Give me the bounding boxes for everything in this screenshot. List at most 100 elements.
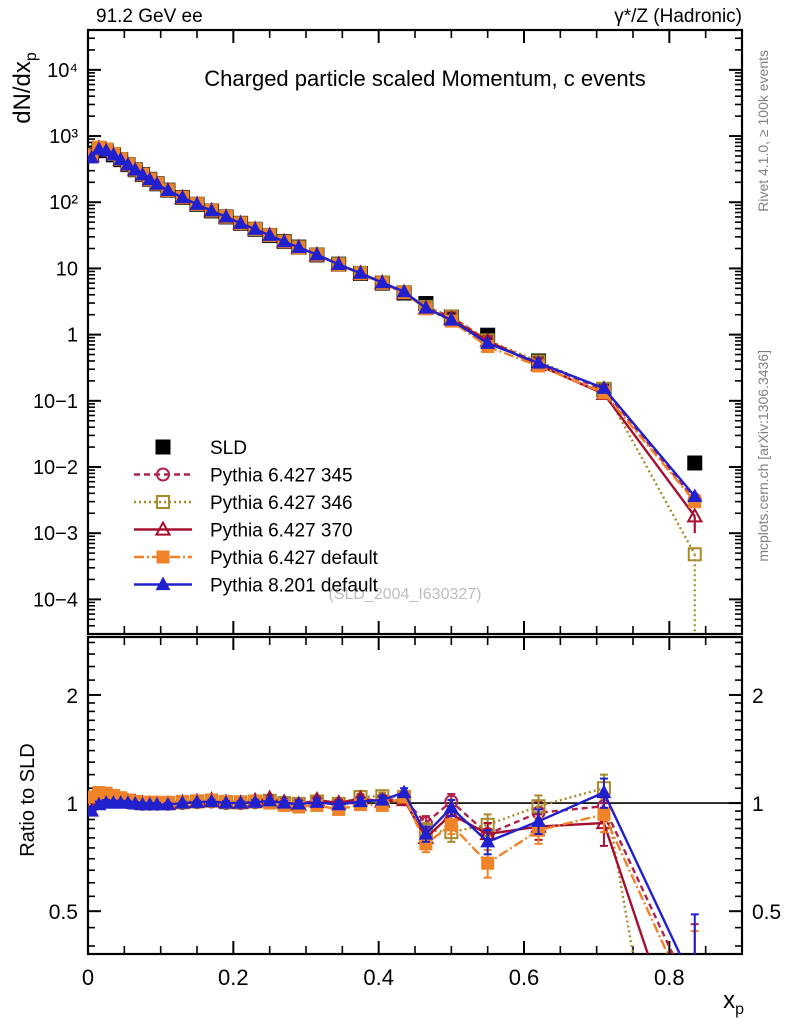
marker-filled-triangle [374, 792, 390, 806]
marker-filled-triangle [688, 979, 701, 991]
rivet-version-label: Rivet 4.1.0, ≥ 100k events [755, 50, 771, 212]
main-series-layer [88, 139, 704, 562]
header-right-label: γ*/Z (Hadronic) [614, 6, 742, 27]
marker-filled-triangle [142, 171, 158, 186]
main-plot-frame [86, 28, 744, 636]
marker-filled-triangle [309, 794, 325, 808]
marker-open-square [156, 495, 170, 509]
marker-filled-triangle [105, 146, 121, 161]
legend: SLD Pythia 6.427 345 Pythia 6.427 346 Pythi… [134, 438, 379, 597]
marker-filled-triangle [233, 795, 249, 809]
y-tick-label: 10−2 [33, 457, 78, 479]
y-tick-label: 1 [67, 325, 78, 347]
x-tick-label: 0 [82, 965, 94, 990]
ratio-y-tick-label: 0.5 [49, 901, 78, 924]
x-axis-title: xp [723, 987, 744, 1018]
ratio-y-tick-label: 1 [66, 793, 78, 816]
legend-label-5: Pythia 8.201 default [210, 576, 379, 597]
marker-filled-triangle [396, 283, 412, 298]
marker-filled-triangle [443, 312, 459, 326]
main-panel: 10−410−310−210−111010²10³10⁴dN/dxdN/dxpC… [9, 28, 744, 636]
marker-open-circle [689, 996, 701, 1008]
ratio-y-tick-label: 2 [66, 685, 78, 708]
ratio-x-ticks: 0 0.2 0.4 0.6 0.8 [82, 637, 743, 990]
marker-filled-triangle [160, 182, 176, 196]
main-y-axis-title: dN/dxp [9, 52, 40, 124]
x-tick-label: 0.4 [363, 965, 394, 990]
y-tick-label: 10−1 [33, 391, 78, 413]
ratio-series-layer [88, 773, 701, 1019]
marker-filled-triangle [127, 161, 143, 176]
plot-title: Charged particle scaled Momentum, c even… [204, 66, 645, 91]
header-row: 91.2 GeV ee γ*/Z (Hadronic) [96, 6, 742, 27]
marker-filled-triangle [262, 792, 278, 807]
marker-filled-triangle [291, 239, 307, 253]
x-tick-label: 0.6 [509, 965, 540, 990]
marker-filled-square [444, 818, 458, 832]
marker-filled-square [687, 455, 703, 471]
marker-filled-square [597, 807, 611, 821]
side-annotations: Rivet 4.1.0, ≥ 100k events mcplots.cern.c… [755, 50, 771, 562]
y-tick-label: 10−4 [33, 589, 78, 611]
ratio-y-tick-label-right: 1 [752, 793, 764, 816]
marker-filled-triangle [331, 796, 347, 811]
ratio-panel: 0.5 0.5 1 1 2 2 Ratio to SLD 0 0.2 0.4 0.6 0.8 xp [17, 635, 781, 1019]
legend-label-1: Pythia 6.427 345 [210, 466, 353, 487]
marker-filled-triangle [443, 799, 459, 814]
marker-filled-triangle [480, 833, 496, 848]
series-line-2 [90, 146, 696, 555]
marker-filled-triangle [247, 794, 263, 808]
marker-filled-triangle [331, 256, 347, 271]
marker-filled-square [155, 439, 171, 455]
ratio-y-axis: 0.5 0.5 1 1 2 2 [49, 641, 781, 947]
dataset-watermark: (SLD_2004_I630327) [328, 586, 481, 603]
marker-filled-triangle [480, 335, 496, 349]
marker-filled-triangle [531, 813, 546, 827]
y-tick-label: 10³ [49, 126, 78, 148]
marker-filled-triangle [204, 202, 219, 217]
marker-filled-triangle [175, 795, 190, 809]
x-tick-label: 0.8 [654, 965, 685, 990]
marker-filled-triangle [596, 380, 612, 394]
marker-filled-triangle [291, 795, 307, 810]
marker-filled-square [689, 1007, 701, 1019]
marker-filled-triangle [88, 149, 100, 164]
marker-filled-triangle [247, 221, 263, 235]
marker-filled-triangle [233, 215, 249, 229]
y-tick-label: 10 [56, 258, 78, 280]
marker-filled-triangle [418, 300, 434, 314]
marker-filled-triangle [175, 189, 190, 204]
marker-filled-triangle [189, 196, 205, 210]
legend-label-4: Pythia 6.427 default [210, 548, 379, 569]
x-tick-label: 0.2 [218, 965, 249, 990]
marker-filled-triangle [596, 784, 612, 799]
marker-filled-triangle [309, 246, 325, 261]
marker-filled-triangle [276, 795, 292, 809]
marker-filled-triangle [189, 794, 205, 808]
mcplots-source-label: mcplots.cern.ch [arXiv:1306.3436] [755, 350, 771, 562]
marker-filled-triangle [396, 784, 412, 799]
legend-label-3: Pythia 6.427 370 [210, 521, 353, 542]
marker-filled-triangle [218, 208, 234, 223]
header-left-label: 91.2 GeV ee [96, 6, 203, 27]
marker-filled-triangle [418, 826, 434, 840]
marker-filled-triangle [113, 151, 129, 166]
legend-label-2: Pythia 6.427 346 [210, 493, 353, 514]
marker-filled-triangle [353, 793, 368, 808]
marker-filled-triangle [149, 176, 165, 190]
marker-filled-square [156, 550, 170, 564]
ratio-y-tick-label-right: 2 [752, 685, 764, 708]
marker-filled-triangle [218, 795, 234, 809]
marker-filled-triangle [204, 793, 219, 808]
y-tick-label: 10² [49, 192, 78, 214]
marker-filled-square [481, 856, 495, 870]
marker-filled-triangle [374, 274, 390, 289]
marker-filled-triangle [120, 156, 136, 171]
marker-filled-triangle [276, 233, 292, 248]
ratio-y-axis-title: Ratio to SLD [17, 743, 39, 856]
marker-filled-triangle [149, 796, 165, 811]
marker-filled-triangle [353, 265, 368, 279]
legend-label-0: SLD [210, 438, 247, 459]
